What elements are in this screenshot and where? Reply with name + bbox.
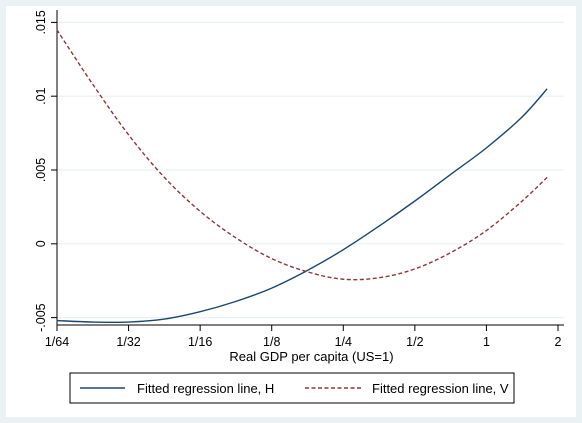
grid-lines [57, 21, 564, 319]
legend-label-h: Fitted regression line, H [137, 381, 274, 396]
x-tick-label: 1/16 [188, 335, 212, 349]
x-tick-label: 2 [555, 335, 562, 349]
y-tick-label: .015 [34, 10, 48, 34]
x-tick-label: 1/8 [263, 335, 280, 349]
tick-marks [51, 21, 559, 331]
y-tick-label: .01 [34, 87, 48, 104]
x-tick-label: 1/32 [116, 335, 140, 349]
axes [56, 10, 564, 326]
legend: Fitted regression line, H Fitted regress… [69, 372, 515, 404]
y-tick-label: .005 [34, 158, 48, 182]
y-tick-label: -.005 [34, 303, 48, 332]
legend-box [69, 372, 515, 404]
legend-label-v: Fitted regression line, V [372, 381, 509, 396]
y-tick-label: 0 [34, 240, 48, 247]
x-tick-label: 1/64 [45, 335, 69, 349]
series-line-h [56, 88, 548, 324]
x-tick-label: 1 [483, 335, 490, 349]
series-line-v [56, 29, 548, 281]
x-tick-label: 1/4 [335, 335, 352, 349]
x-axis-title: Real GDP per capita (US=1) [229, 349, 393, 364]
tick-labels: -.005 0 .005 .01 .015 1/64 1/32 1/16 1/8 1/4 1/2 1 2 [34, 10, 562, 349]
x-tick-label: 1/2 [406, 335, 423, 349]
chart-panel [6, 6, 576, 417]
series-group [56, 29, 548, 324]
